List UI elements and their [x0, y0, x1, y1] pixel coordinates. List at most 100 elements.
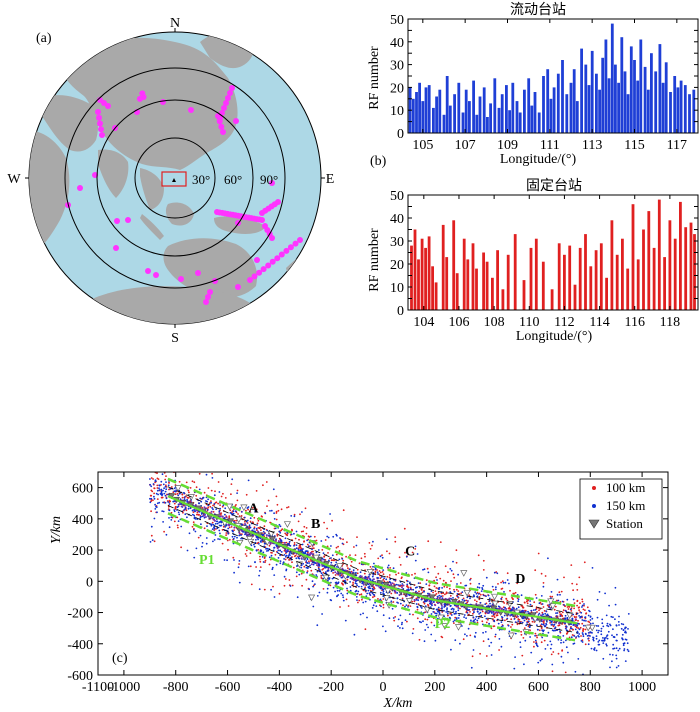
point-150km: [268, 556, 271, 559]
point-core: [325, 566, 328, 569]
point-150km: [316, 624, 319, 627]
point-100km: [158, 435, 160, 437]
point-150km: [210, 523, 213, 526]
point-150km: [484, 631, 487, 633]
point-150km: [604, 592, 606, 595]
fixed-bar: [427, 236, 431, 310]
point-150km: [255, 549, 258, 552]
point-150km: [556, 612, 559, 614]
point-core: [379, 587, 382, 590]
point-100km: [403, 527, 406, 530]
profile-label-b: B: [311, 517, 320, 532]
mobile-bar: [650, 53, 653, 134]
point-150km: [253, 527, 256, 530]
point-150km: [337, 581, 340, 584]
event-dot: [274, 255, 281, 262]
point-150km: [422, 568, 424, 571]
point-150km: [578, 635, 580, 638]
point-150km: [306, 562, 309, 564]
point-100km: [244, 553, 247, 555]
point-150km: [481, 587, 483, 589]
point-100km: [168, 482, 171, 484]
point-100km: [240, 515, 243, 517]
point-100km: [565, 633, 568, 635]
point-100km: [292, 566, 295, 569]
point-150km: [565, 646, 568, 649]
event-dot: [203, 299, 209, 305]
fixed-bar: [529, 247, 533, 310]
point-150km: [564, 627, 567, 630]
mobile-ytick-label: 40: [390, 36, 404, 51]
point-100km: [260, 529, 262, 532]
point-100km: [263, 557, 266, 559]
point-150km: [485, 617, 488, 620]
point-150km: [550, 643, 553, 646]
point-150km: [488, 597, 491, 600]
scatter-ytick-label: 400: [72, 513, 93, 528]
station-marker: [312, 554, 320, 562]
point-100km: [177, 526, 179, 529]
point-100km: [347, 567, 349, 570]
point-100km: [455, 549, 458, 552]
profile-label-d: D: [515, 572, 525, 587]
point-150km: [364, 587, 366, 590]
point-100km: [402, 604, 404, 607]
point-100km: [514, 591, 517, 594]
point-150km: [238, 534, 241, 536]
point-100km: [247, 508, 250, 511]
point-150km: [452, 597, 454, 599]
point-150km: [212, 540, 214, 543]
point-100km: [388, 574, 391, 576]
point-150km: [256, 524, 258, 526]
point-100km: [557, 652, 560, 655]
point-150km: [323, 558, 325, 561]
point-150km: [479, 611, 482, 614]
point-core: [466, 600, 469, 602]
point-150km: [563, 604, 565, 606]
point-150km: [406, 580, 409, 583]
point-150km: [273, 596, 276, 598]
point-150km: [399, 602, 402, 605]
fixed-bar: [679, 201, 682, 310]
point-100km: [173, 502, 176, 505]
point-100km: [287, 506, 290, 508]
point-150km: [255, 539, 257, 541]
point-100km: [150, 510, 153, 513]
point-150km: [326, 591, 329, 594]
point-150km: [436, 610, 439, 613]
point-100km: [449, 594, 452, 597]
point-100km: [469, 577, 472, 580]
point-150km: [478, 613, 480, 615]
station-marker: [507, 632, 515, 640]
point-150km: [598, 639, 601, 642]
point-150km: [246, 507, 249, 509]
point-100km: [227, 548, 229, 551]
point-150km: [592, 636, 594, 639]
point-150km: [186, 549, 189, 552]
point-100km: [388, 552, 391, 555]
point-100km: [468, 594, 471, 597]
point-100km: [538, 629, 541, 632]
point-150km: [319, 569, 321, 572]
point-150km: [457, 609, 460, 612]
point-150km: [219, 532, 221, 535]
point-100km: [176, 492, 179, 495]
point-100km: [424, 618, 427, 621]
mobile-bar: [486, 117, 489, 133]
point-100km: [393, 619, 396, 622]
point-150km: [615, 666, 618, 669]
point-150km: [279, 531, 282, 534]
point-100km: [450, 580, 452, 582]
point-150km: [344, 619, 347, 622]
point-100km: [497, 583, 499, 585]
point-150km: [382, 625, 384, 628]
point-150km: [330, 545, 332, 547]
point-150km: [367, 586, 370, 589]
point-150km: [463, 614, 466, 616]
point-150km: [485, 576, 488, 579]
point-150km: [348, 568, 351, 570]
point-150km: [572, 613, 575, 616]
point-100km: [226, 539, 229, 542]
point-150km: [355, 590, 357, 592]
